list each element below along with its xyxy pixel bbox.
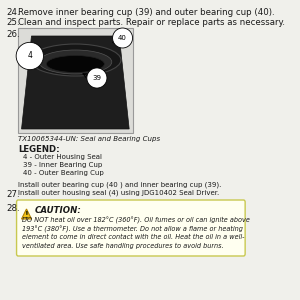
Text: 39 - Inner Bearing Cup: 39 - Inner Bearing Cup [23,162,102,168]
Text: 26.: 26. [7,30,20,39]
Text: TX10065344-UN: Seal and Bearing Cups: TX10065344-UN: Seal and Bearing Cups [18,136,160,142]
Text: 4 - Outer Housing Seal: 4 - Outer Housing Seal [23,154,102,160]
Text: 193°C (380°F). Use a thermometer. Do not allow a flame or heating: 193°C (380°F). Use a thermometer. Do not… [22,226,242,233]
Text: 40: 40 [118,35,127,41]
Text: LEGEND:: LEGEND: [18,145,60,154]
Text: ventilated area. Use safe handling procedures to avoid burns.: ventilated area. Use safe handling proce… [22,242,223,249]
FancyBboxPatch shape [16,200,245,256]
Text: 4: 4 [27,52,32,61]
Ellipse shape [39,50,112,74]
Text: 25.: 25. [7,18,20,27]
Polygon shape [22,36,129,129]
Ellipse shape [30,44,121,76]
Polygon shape [22,209,32,219]
Text: 28.: 28. [7,204,20,213]
Text: DO NOT heat oil over 182°C (360°F). Oil fumes or oil can ignite above: DO NOT heat oil over 182°C (360°F). Oil … [22,217,249,224]
Ellipse shape [46,56,104,73]
FancyBboxPatch shape [18,28,133,133]
Text: 24.: 24. [7,8,20,17]
Text: Install outer housing seal (4) using JDG10402 Seal Driver.: Install outer housing seal (4) using JDG… [18,190,220,196]
Text: 27.: 27. [7,190,20,199]
Text: !: ! [25,211,28,220]
Text: 39: 39 [92,75,101,81]
Text: Remove inner bearing cup (39) and outer bearing cup (40).: Remove inner bearing cup (39) and outer … [18,8,275,17]
Text: 40 - Outer Bearing Cup: 40 - Outer Bearing Cup [23,170,104,176]
Text: Install outer bearing cup (40 ) and inner bearing cup (39).: Install outer bearing cup (40 ) and inne… [18,181,222,188]
Text: CAUTION:: CAUTION: [35,206,82,215]
Text: Clean and inspect parts. Repair or replace parts as necessary.: Clean and inspect parts. Repair or repla… [18,18,285,27]
Text: element to come in direct contact with the oil. Heat the oil in a well-: element to come in direct contact with t… [22,234,244,240]
